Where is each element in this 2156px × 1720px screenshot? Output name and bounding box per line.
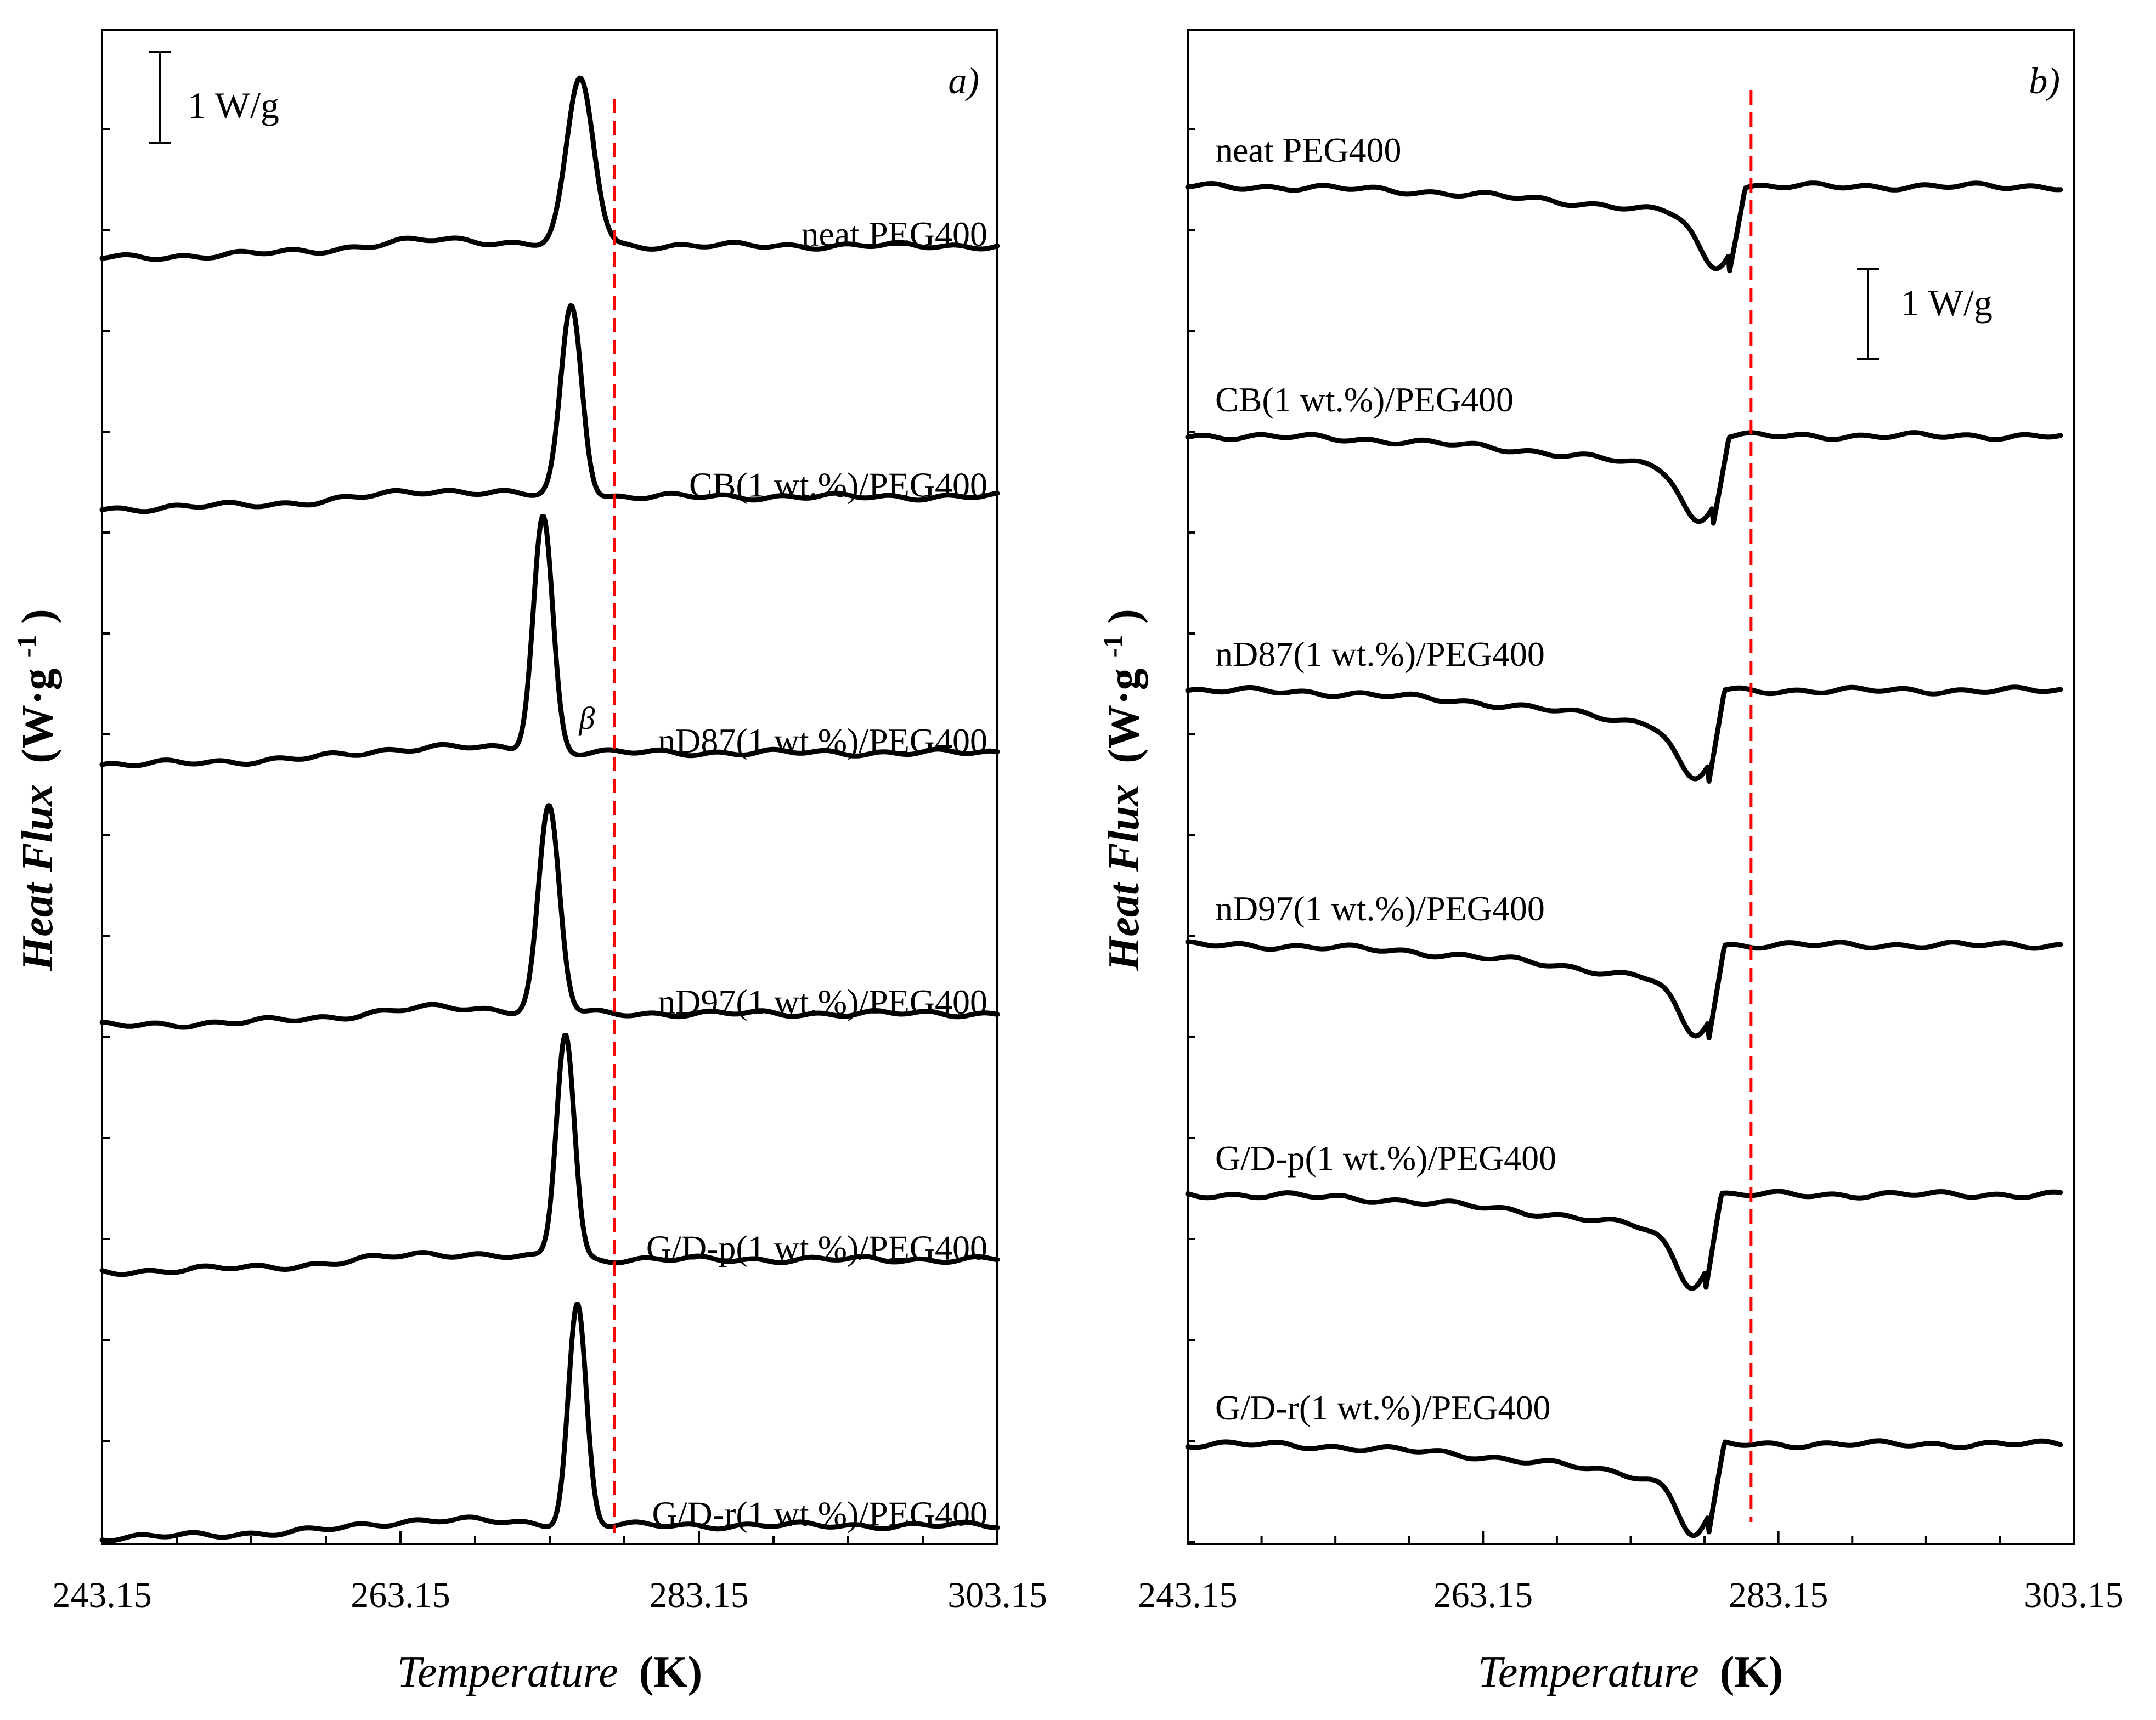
series-label-2: nD87(1 wt.%)/PEG400 — [1215, 635, 1545, 674]
series-label-1: CB(1 wt.%)/PEG400 — [689, 466, 987, 505]
series-label-0: neat PEG400 — [802, 214, 988, 253]
panel-label-a: a) — [948, 60, 979, 101]
series-label-3: nD97(1 wt.%)/PEG400 — [658, 982, 987, 1021]
scale-bar-a-label: 1 W/g — [188, 84, 279, 126]
y-axis-title-a-unit: (W·g — [14, 668, 62, 763]
x-tick-label: 243.15 — [1138, 1575, 1238, 1615]
series-label-3: nD97(1 wt.%)/PEG400 — [1215, 889, 1545, 928]
x-tick-label: 263.15 — [1433, 1575, 1533, 1615]
y-axis-title-b-unit: (W·g — [1100, 668, 1148, 763]
x-axis-title-a: Temperature (K) — [397, 1648, 702, 1696]
y-axis-title-b-sup: -1 — [1097, 635, 1128, 658]
y-axis-title-b: Heat Flux (W·g -1 ) — [1083, 609, 1148, 971]
series-line-2 — [99, 514, 1000, 768]
series-line-3 — [1185, 939, 2063, 1040]
series-line-2 — [1185, 684, 2063, 784]
x-tick-label: 243.15 — [52, 1575, 152, 1615]
x-axis-title-a-unit: (K) — [639, 1648, 703, 1696]
series-label-0: neat PEG400 — [1215, 131, 1402, 169]
x-tick-label: 303.15 — [947, 1575, 1047, 1615]
series-line-0 — [1185, 180, 2063, 274]
x-tick-labels-b: 243.15 263.15 283.15 303.15 — [1138, 1575, 2124, 1615]
series-line-1 — [99, 303, 1000, 514]
panel-a: neat PEG400 CB(1 wt.%)/PEG400 nD87(1 wt.%)… — [0, 29, 1047, 1696]
y-axis-title-b-italic: Heat Flux — [1100, 784, 1148, 971]
y-axis-title-a-close: ) — [14, 609, 62, 624]
panel-label-b: b) — [2029, 60, 2060, 101]
series-label-2: nD87(1 wt.%)/PEG400 — [658, 721, 987, 760]
y-axis-title-b-close: ) — [1100, 609, 1148, 624]
series-label-5: G/D-r(1 wt.%)/PEG400 — [1215, 1388, 1550, 1427]
panel-b: neat PEG400 CB(1 wt.%)/PEG400 nD87(1 wt.%)… — [1083, 29, 2124, 1696]
curves-b: neat PEG400 CB(1 wt.%)/PEG400 nD87(1 wt.%)… — [1185, 131, 2063, 1538]
x-tick-label: 303.15 — [2024, 1575, 2124, 1615]
curves-a: neat PEG400 CB(1 wt.%)/PEG400 nD87(1 wt.%)… — [99, 75, 1000, 1543]
x-tick-label: 283.15 — [649, 1575, 749, 1615]
y-axis-title-a-italic: Heat Flux — [14, 784, 62, 971]
series-line-1 — [1185, 430, 2063, 526]
y-axis-title-a-sup: -1 — [11, 635, 42, 658]
series-line-0 — [99, 75, 1000, 262]
x-axis-title-b: Temperature (K) — [1478, 1648, 1783, 1696]
beta-annotation: β — [578, 700, 595, 736]
x-axis-title-b-unit: (K) — [1720, 1648, 1784, 1696]
scale-bar-a: 1 W/g — [149, 51, 279, 144]
axis-ticks-b — [1187, 128, 2075, 1544]
y-axis-title-a: Heat Flux (W·g -1 ) — [0, 609, 62, 971]
series-label-4: G/D-p(1 wt.%)/PEG400 — [1215, 1139, 1556, 1178]
plot-frame-b — [1187, 29, 2075, 1545]
series-line-5 — [1185, 1438, 2063, 1538]
scale-bar-b: 1 W/g — [1857, 268, 1993, 360]
x-tick-labels-a: 243.15 263.15 283.15 303.15 — [52, 1575, 1047, 1615]
series-line-5 — [99, 1302, 1000, 1543]
x-axis-title-a-italic: Temperature — [397, 1648, 618, 1696]
x-tick-label: 283.15 — [1729, 1575, 1828, 1615]
scale-bar-b-label: 1 W/g — [1901, 282, 1993, 324]
series-line-3 — [99, 803, 1000, 1030]
series-label-4: G/D-p(1 wt.%)/PEG400 — [646, 1228, 987, 1267]
x-axis-title-b-italic: Temperature — [1478, 1648, 1699, 1696]
series-line-4 — [99, 1033, 1000, 1277]
plot-frame-a — [101, 29, 998, 1545]
series-label-1: CB(1 wt.%)/PEG400 — [1215, 380, 1514, 419]
series-line-4 — [1185, 1189, 2063, 1291]
series-label-5: G/D-r(1 wt.%)/PEG400 — [652, 1494, 987, 1533]
x-tick-label: 263.15 — [351, 1575, 450, 1615]
axis-ticks-a — [101, 128, 998, 1544]
